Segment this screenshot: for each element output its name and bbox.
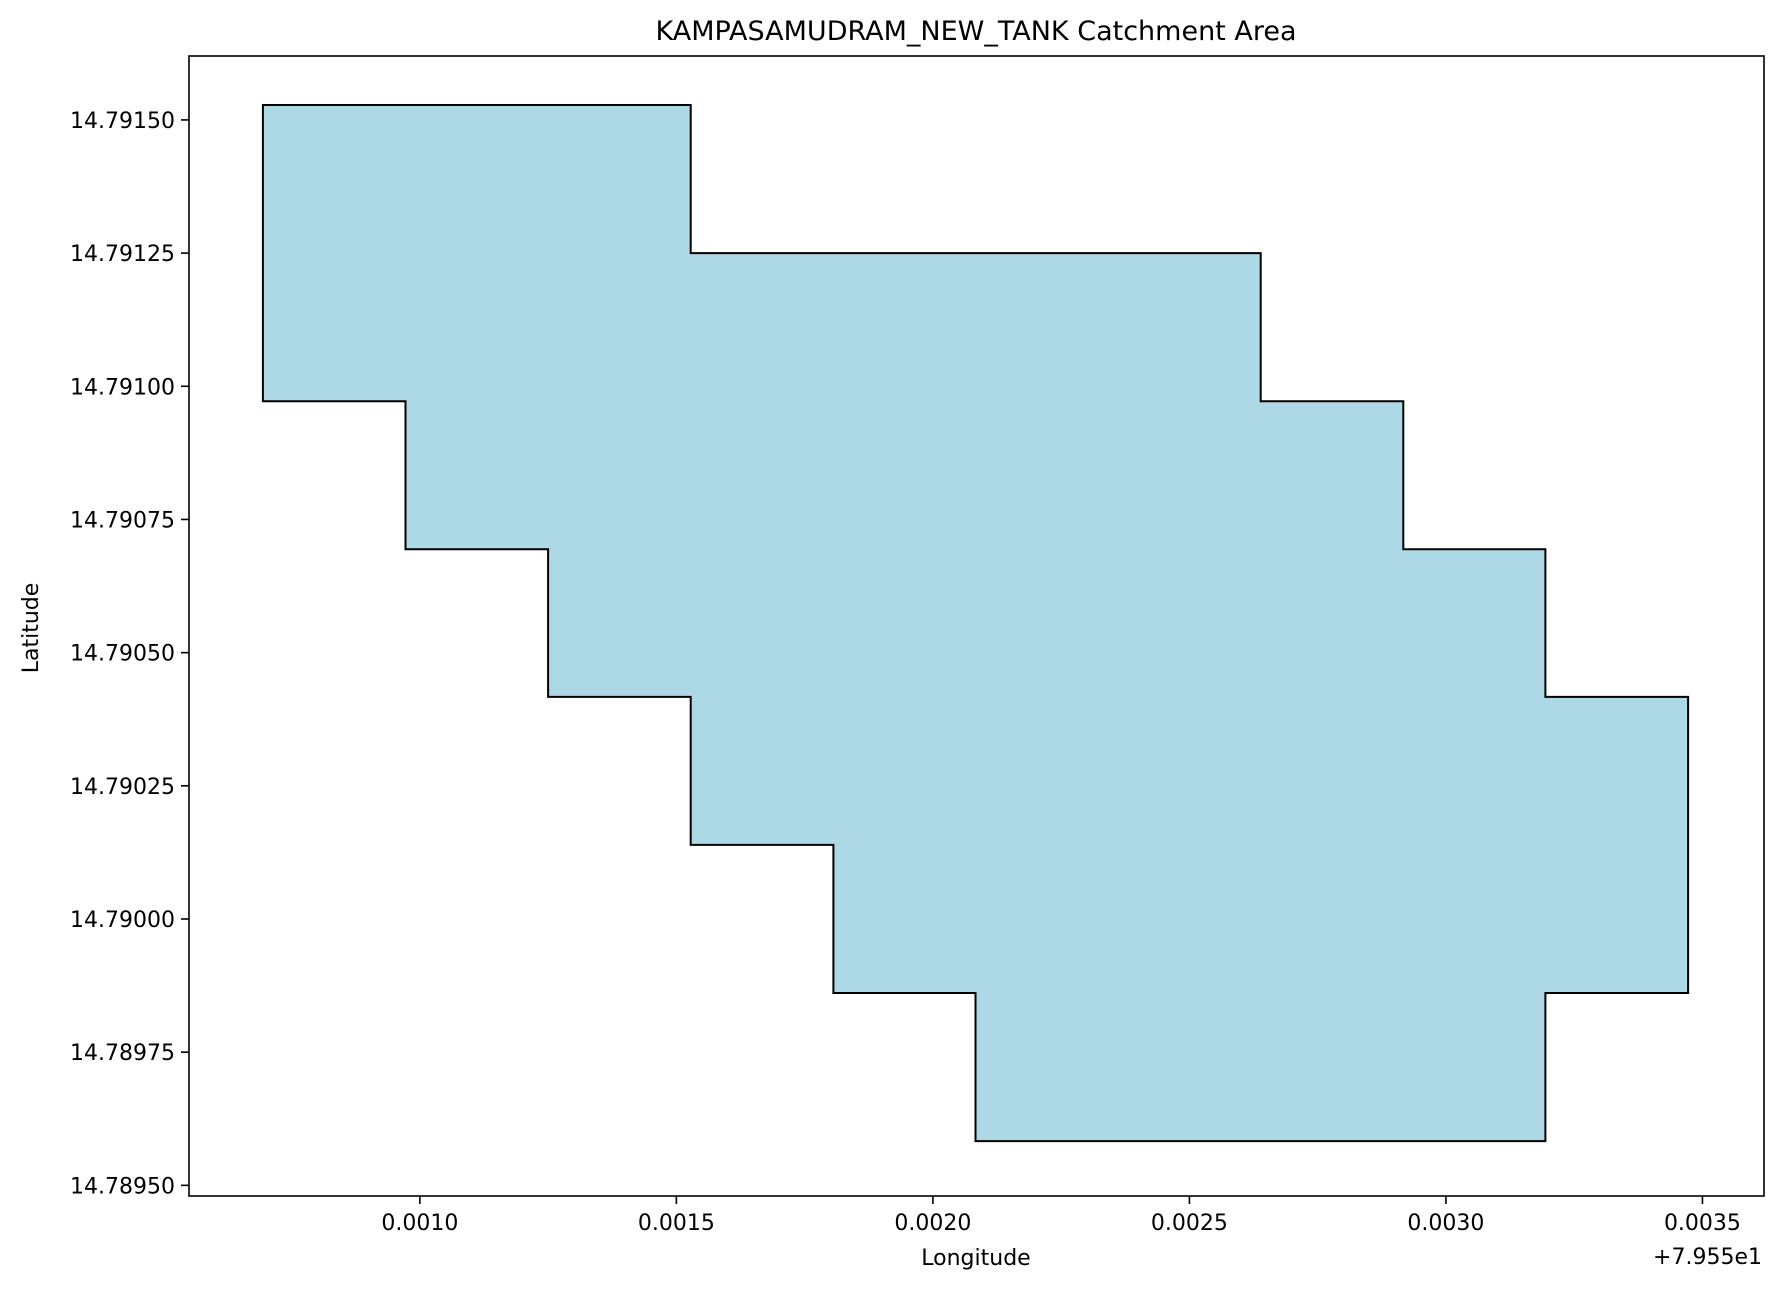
chart-title: KAMPASAMUDRAM_NEW_TANK Catchment Area [656, 16, 1297, 47]
x-axis-offset-label: +7.955e1 [1653, 1245, 1762, 1270]
plot-frame [188, 55, 1765, 1197]
y-tick-label: 14.79050 [70, 642, 175, 667]
x-tick-label: 0.0020 [894, 1211, 971, 1236]
x-axis-label: Longitude [921, 1246, 1030, 1271]
y-tick-label: 14.79150 [70, 109, 175, 134]
x-tick-label: 0.0025 [1151, 1211, 1228, 1236]
y-tick-label: 14.79125 [70, 242, 175, 267]
y-tick-label: 14.79075 [70, 508, 175, 533]
y-tick-label: 14.79025 [70, 775, 175, 800]
plot-area [188, 55, 1765, 1197]
x-axis: 0.0010 0.0015 0.0020 0.0025 0.0030 0.0035 [381, 1196, 1741, 1236]
y-axis-label: Latitude [19, 583, 44, 674]
x-tick-label: 0.0010 [381, 1211, 458, 1236]
catchment-polygon [261, 104, 1690, 1143]
x-tick-label: 0.0035 [1664, 1211, 1741, 1236]
y-tick-label: 14.78950 [70, 1174, 175, 1199]
x-tick-label: 0.0015 [638, 1211, 715, 1236]
y-tick-label: 14.79100 [70, 375, 175, 400]
x-tick-label: 0.0030 [1407, 1211, 1484, 1236]
y-tick-label: 14.78975 [70, 1041, 175, 1066]
y-tick-label: 14.79000 [70, 908, 175, 933]
y-axis: 14.79150 14.79125 14.79100 14.79075 14.79050… [70, 109, 189, 1199]
